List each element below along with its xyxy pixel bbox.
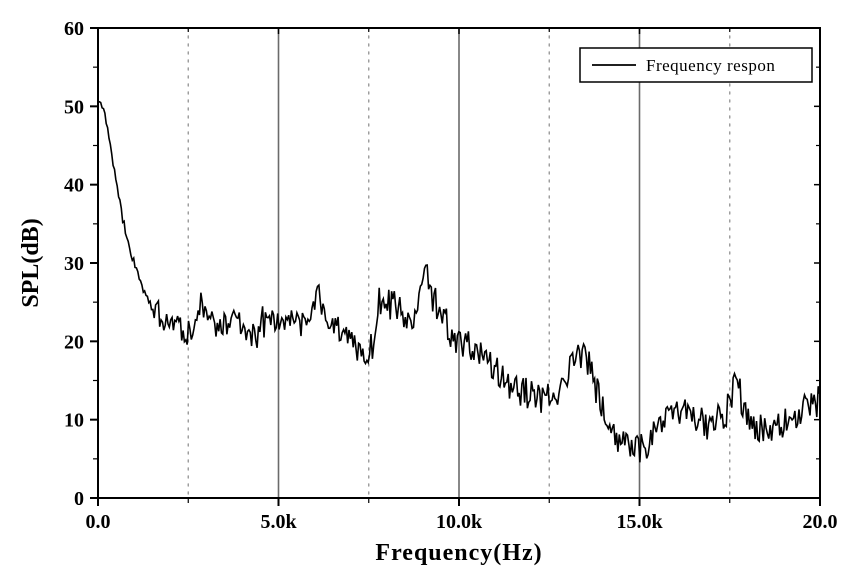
y-tick-label: 50 [64,96,84,118]
y-tick-label: 0 [74,488,84,510]
frequency-response-chart: 0.0 5.0k 10.0k 15.0k 20.0 0 10 20 30 40 50 60 Freque… [0,0,847,578]
y-tick-label: 20 [64,331,84,353]
x-tick-label: 20.0 [803,511,838,533]
y-tick-label: 10 [64,410,84,432]
y-axis-label: SPL(dB) [18,218,44,307]
legend-label: Frequency respon [646,56,775,75]
y-tick-label: 40 [64,175,84,197]
x-tick-label: 0.0 [86,511,111,533]
y-tick-label: 60 [64,18,84,40]
x-axis-label: Frequency(Hz) [375,540,542,566]
x-tick-label: 10.0k [436,511,483,533]
x-tick-label: 5.0k [260,511,297,533]
y-tick-label: 30 [64,253,84,275]
x-tick-label: 15.0k [616,511,663,533]
